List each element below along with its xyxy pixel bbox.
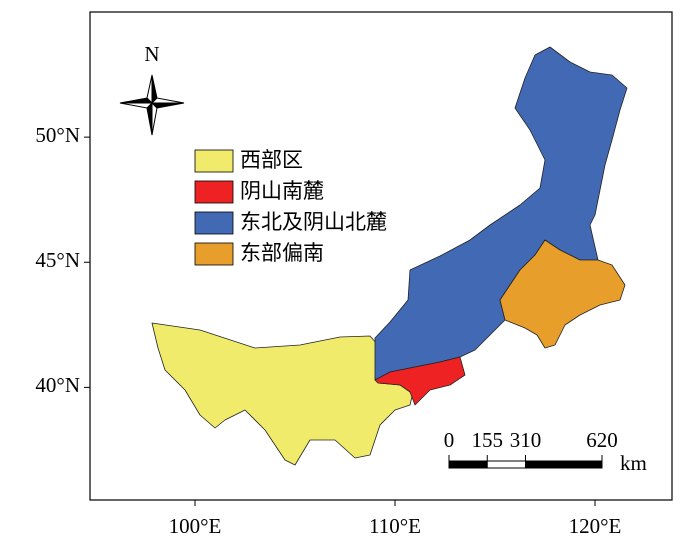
scale-segment (448, 460, 488, 469)
y-tick-label: 40°N (35, 373, 80, 397)
region-yinshan-south (374, 356, 466, 406)
scale-label: 155 (472, 428, 504, 452)
scale-segment (525, 460, 603, 469)
legend-label: 东北及阴山北麓 (240, 210, 387, 234)
legend-swatch (194, 242, 234, 266)
x-tick-label: 110°E (369, 514, 421, 538)
legend-swatch (194, 149, 234, 173)
scale-segment (486, 460, 526, 469)
region-west (151, 322, 414, 466)
scale-label: 310 (510, 428, 542, 452)
legend-swatch (194, 211, 234, 235)
x-tick-label: 120°E (569, 514, 622, 538)
y-tick-label: 45°N (35, 248, 80, 272)
legend-label: 西部区 (240, 148, 303, 172)
x-tick-label: 100°E (169, 514, 222, 538)
north-label: N (144, 42, 159, 66)
scale-label: 620 (586, 428, 618, 452)
scale-label: 0 (444, 428, 455, 452)
north-arrow (119, 74, 185, 136)
region-northeast (374, 46, 628, 381)
y-tick-label: 50°N (35, 123, 80, 147)
scale-unit: km (620, 451, 647, 475)
legend-label: 东部偏南 (240, 241, 324, 265)
region-east-south (499, 239, 626, 349)
legend-label: 阴山南麓 (240, 179, 324, 203)
legend-swatch (194, 180, 234, 204)
